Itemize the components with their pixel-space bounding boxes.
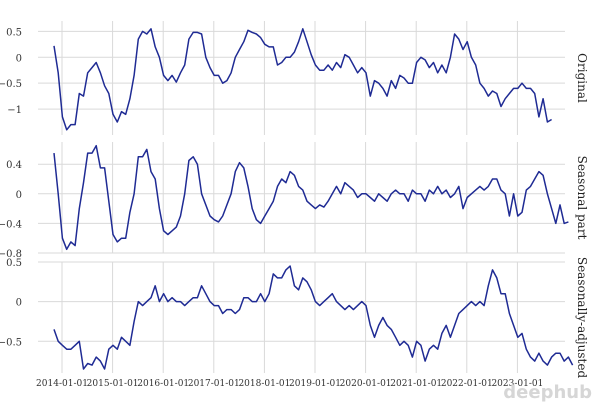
- x-tick-label: 2016-01-01: [137, 379, 189, 389]
- panel-1: 0.5 0 −0.5 −1 Original: [0, 21, 589, 135]
- series-line: [53, 28, 552, 131]
- x-tick-label: 2018-01-01: [238, 379, 290, 389]
- x-tick-label: 2015-01-01: [87, 379, 139, 389]
- panel-3: 0.5 0 −0.5 Seasonally-adjusted: [0, 257, 589, 379]
- x-tick-label: 2020-01-01: [340, 379, 392, 389]
- x-tick-label: 2022-01-01: [441, 379, 493, 389]
- y-tick-label: 0: [16, 53, 22, 64]
- shared-x-axis: 2014-01-012015-01-012016-01-012017-01-01…: [36, 379, 543, 389]
- x-tick-label: 2017-01-01: [188, 379, 240, 389]
- y-tick-label: 0.5: [6, 258, 22, 269]
- panel-title: Original: [575, 53, 589, 103]
- y-tick-label: −0.5: [0, 337, 22, 348]
- y-tick-label: 0.4: [6, 160, 22, 171]
- y-tick-label: 0: [16, 298, 22, 309]
- series-line: [53, 265, 574, 370]
- watermark-text: deephub: [503, 382, 592, 403]
- y-tick-label: −0.4: [0, 219, 22, 230]
- x-tick-label: 2023-01-01: [491, 379, 543, 389]
- series-line: [53, 144, 569, 251]
- x-tick-label: 2021-01-01: [390, 379, 442, 389]
- x-tick-label: 2014-01-01: [36, 379, 88, 389]
- y-tick-label: 0.5: [6, 27, 22, 38]
- y-tick-label: −1: [7, 105, 22, 116]
- panel-2: 0.4 0 −0.4 −0.8 Seasonal part: [0, 142, 589, 260]
- panel-title: Seasonal part: [575, 156, 589, 240]
- y-tick-label: 0: [16, 190, 22, 201]
- y-tick-label: −0.8: [0, 249, 22, 260]
- y-tick-label: −0.5: [0, 79, 22, 90]
- panel-title: Seasonally-adjusted: [575, 257, 589, 379]
- x-tick-label: 2019-01-01: [289, 379, 341, 389]
